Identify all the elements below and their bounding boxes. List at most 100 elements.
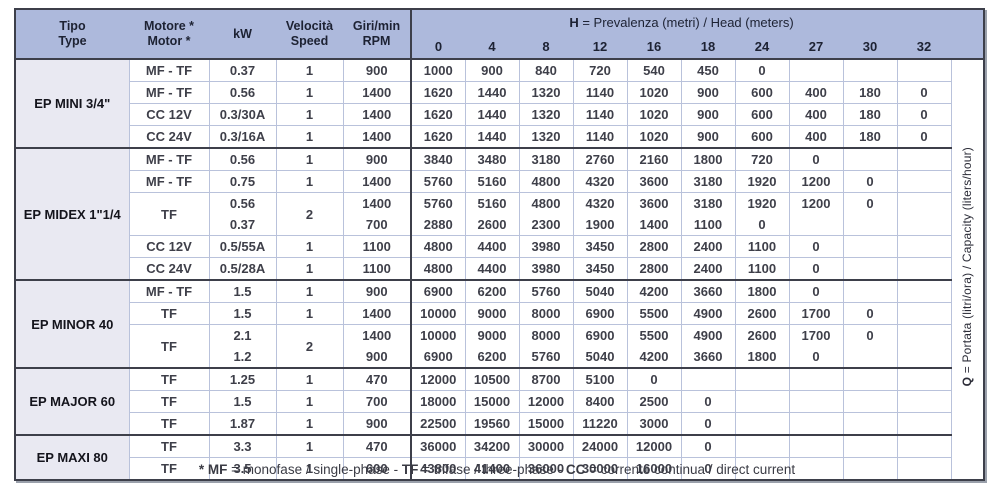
cell-kw: 0.5/55A	[208, 235, 277, 258]
cell-speed: 1	[275, 457, 344, 481]
cell-speed: 1	[275, 125, 344, 149]
q-axis-text: Q = Portata (litri/ora) / Capacity (lite…	[960, 146, 975, 387]
header-tipo: Tipo Type	[15, 9, 129, 60]
cell-h-32	[896, 257, 952, 281]
cell-h-30	[842, 279, 898, 303]
cell-h-32	[896, 457, 952, 481]
cell-speed: 1	[275, 390, 344, 413]
cell-h-18	[680, 367, 736, 391]
cell-motor: TF	[128, 412, 210, 436]
cell-rpm: 1400	[342, 125, 412, 149]
cell-h-18: 1800	[680, 147, 736, 171]
cell-h-30	[842, 434, 898, 458]
cell-h-12: 4320 1900	[572, 192, 628, 236]
header-q-spacer	[951, 9, 985, 60]
h-tick-32: 32	[897, 34, 952, 60]
cell-h-18: 2400	[680, 257, 736, 281]
cell-speed: 2	[275, 324, 344, 369]
header-row-ticks: 0 4 8 12 16 18 24 27 30 32	[15, 34, 984, 60]
header-velocita-en: Speed	[290, 34, 329, 48]
cell-h-8: 30000	[518, 434, 574, 458]
cell-kw: 2.1 1.2	[208, 324, 277, 369]
cell-h-24: 2600	[734, 302, 790, 325]
cell-h-16: 3000	[626, 412, 682, 436]
cell-kw: 1.25	[208, 367, 277, 391]
cell-h-18: 0	[680, 390, 736, 413]
header-motore-it: Motore *	[144, 19, 194, 33]
cell-h-16: 2160	[626, 147, 682, 171]
table-row: EP MAXI 80 TF 3.3 1 470 36000 34200 30000 24000 1…	[14, 434, 984, 481]
cell-h-12: 11220	[572, 412, 628, 436]
cell-h-27: 0	[788, 279, 844, 303]
cell-speed: 1	[275, 235, 344, 258]
table-row: TF 3.5 1 600 43800 41400 36000 30000 16000 0	[15, 457, 984, 481]
cell-h-8: 1320	[518, 81, 574, 104]
cell-h-27: 0	[788, 235, 844, 258]
cell-h-0: 5760	[410, 170, 466, 193]
cell-speed: 1	[275, 367, 344, 391]
cell-h-24	[734, 390, 790, 413]
cell-kw: 1.5	[208, 390, 277, 413]
cell-h-32	[896, 192, 952, 236]
table-row: MF - TF 0.56 1 1400 1620 1440 1320 1140 1020 900 6…	[15, 81, 984, 104]
footnote-segment: = corrente continua / direct current	[585, 462, 796, 477]
footnote: * MF = monofase / single-phase - TF = tr…	[0, 462, 994, 477]
cell-h-32	[896, 170, 952, 193]
cell-speed: 1	[275, 170, 344, 193]
cell-h-12: 24000	[572, 434, 628, 458]
cell-h-27	[788, 367, 844, 391]
table-row: TF 1.5 1 1400 10000 9000 8000 6900 5500 4900 2600 1…	[15, 302, 984, 325]
cell-h-24: 600	[734, 81, 790, 104]
cell-speed: 2	[275, 192, 344, 236]
table-row: TF 0.56 0.37 2 1400 700 5760 2880 5160 2600 4800 23…	[15, 192, 984, 236]
cell-h-32	[896, 390, 952, 413]
q-axis-label: Q = Portata (litri/ora) / Capacity (lite…	[950, 58, 985, 481]
cell-h-32	[896, 324, 952, 369]
cell-h-30: 0	[842, 324, 898, 369]
cell-h-8: 5760	[518, 279, 574, 303]
cell-h-32: 0	[896, 103, 952, 126]
cell-h-16: 5500 4200	[626, 324, 682, 369]
cell-h-30	[842, 58, 898, 82]
table-row: TF 1.87 1 900 22500 19560 15000 11220 3000 0	[15, 412, 984, 436]
cell-h-0: 5760 2880	[410, 192, 466, 236]
cell-h-8: 3980	[518, 235, 574, 258]
cell-h-4: 1440	[464, 81, 520, 104]
header-tipo-en: Type	[58, 34, 87, 48]
cell-speed: 1	[275, 103, 344, 126]
cell-h-27	[788, 390, 844, 413]
cell-rpm: 900	[342, 147, 412, 171]
cell-kw: 3.3	[208, 434, 277, 458]
cell-h-8: 15000	[518, 412, 574, 436]
cell-h-27	[788, 457, 844, 481]
cell-h-24: 2600 1800	[734, 324, 790, 369]
cell-h-12: 30000	[572, 457, 628, 481]
cell-h-4: 9000 6200	[464, 324, 520, 369]
cell-h-4: 6200	[464, 279, 520, 303]
cell-h-4: 4400	[464, 257, 520, 281]
group-label: EP MIDEX 1"1/4	[14, 147, 130, 281]
cell-h-16: 3600 1400	[626, 192, 682, 236]
cell-h-18: 0	[680, 457, 736, 481]
cell-h-30: 180	[842, 125, 898, 149]
cell-h-32	[896, 434, 952, 458]
table-row: CC 24V 0.3/16A 1 1400 1620 1440 1320 1140 1020 90…	[15, 125, 984, 149]
cell-h-30	[842, 147, 898, 171]
cell-h-8: 1320	[518, 103, 574, 126]
cell-h-16: 12000	[626, 434, 682, 458]
h-tick-16: 16	[627, 34, 681, 60]
cell-h-32: 0	[896, 125, 952, 149]
cell-h-8: 8700	[518, 367, 574, 391]
cell-h-27: 1700	[788, 302, 844, 325]
cell-speed: 1	[275, 434, 344, 458]
cell-h-0: 1620	[410, 103, 466, 126]
cell-speed: 1	[275, 257, 344, 281]
cell-h-24: 1100	[734, 257, 790, 281]
cell-motor: TF	[128, 390, 210, 413]
cell-h-27	[788, 58, 844, 82]
header-tipo-it: Tipo	[59, 19, 86, 33]
cell-motor: MF - TF	[128, 58, 210, 82]
cell-kw: 0.56	[208, 81, 277, 104]
cell-h-18: 3180	[680, 170, 736, 193]
cell-kw: 0.56 0.37	[208, 192, 277, 236]
